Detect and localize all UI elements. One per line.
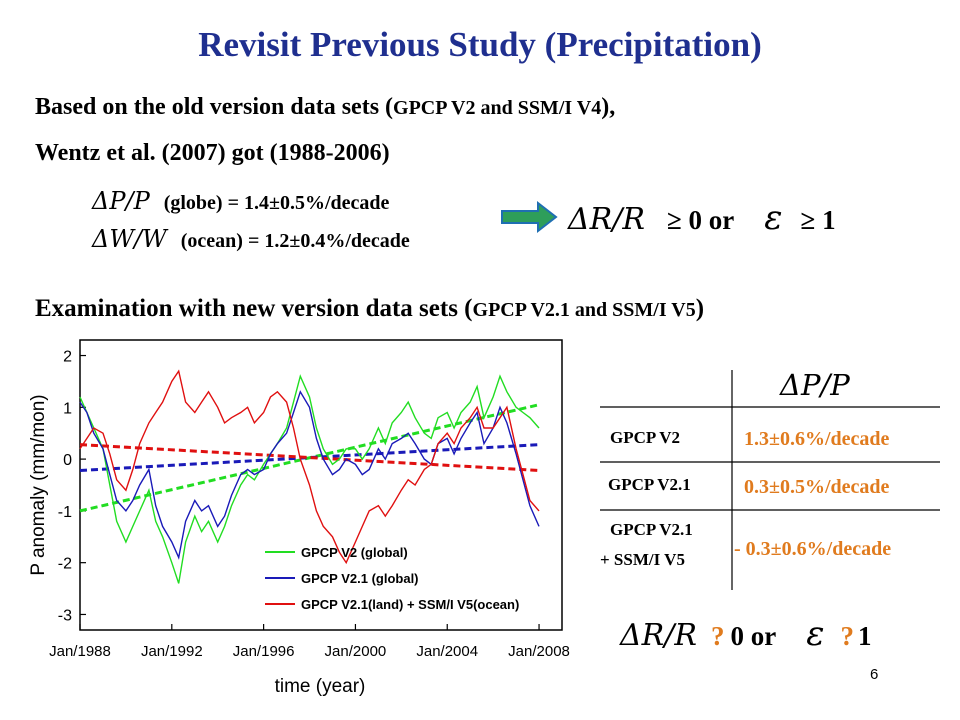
x-axis-ticks: Jan/1988 Jan/1992 Jan/1996 Jan/2000 Jan/2004… — [49, 624, 570, 660]
eq-p-rhs: (globe) = 1.4±0.5%/decade — [163, 192, 390, 214]
trend-table — [600, 370, 940, 590]
y-tick-label: -3 — [58, 607, 72, 624]
table-header: ΔP/P — [780, 368, 850, 402]
intro-line: Based on the old version data sets (GPCP… — [35, 94, 615, 121]
series-line — [79, 374, 540, 584]
x-tick-label: Jan/1992 — [141, 643, 203, 660]
intro-suffix: ), — [601, 94, 616, 120]
y-tick-label: -1 — [58, 504, 72, 521]
precipitation-anomaly-chart: 2 1 0 -1 -2 -3 Jan/1988 Jan/1992 Jan/1996 Jan/20… — [28, 339, 570, 697]
series-line — [79, 390, 540, 560]
bottom-epsilon: ε — [806, 614, 825, 654]
exam-datasets: GPCP V2.1 and SSM/I V5 — [472, 299, 696, 321]
table-row-value: 1.3±0.6%/decade — [744, 428, 890, 450]
equation-w: ΔW/W (ocean) = 1.2±0.4%/decade — [92, 225, 410, 253]
trend-lines — [79, 403, 540, 513]
eq-w-lhs: ΔW/W — [92, 225, 167, 253]
x-tick-label: Jan/2000 — [325, 643, 387, 660]
y-tick-label: 0 — [63, 452, 72, 469]
legend-label: GPCP V2.1 (global) — [301, 571, 419, 586]
y-axis-label: P anomaly (mm/mon) — [28, 394, 49, 575]
bottom-zero-or: 0 or — [730, 621, 777, 651]
result-expression: ΔR/R ≥ 0 or ε ≥ 1 — [568, 198, 836, 238]
x-tick-label: Jan/1996 — [233, 643, 295, 660]
wentz-line: Wentz et al. (2007) got (1988-2006) — [35, 140, 390, 166]
table-row-name: GPCP V2 — [610, 428, 681, 447]
plot-frame — [79, 339, 563, 631]
result-mid: ≥ 0 or — [666, 205, 735, 235]
result-end: ≥ 1 — [800, 205, 836, 235]
bottom-question-2: ? — [840, 621, 854, 651]
legend-label: GPCP V2.1(land) + SSM/I V5(ocean) — [301, 597, 519, 612]
bottom-one: 1 — [857, 621, 872, 651]
y-tick-label: -2 — [58, 556, 72, 573]
slide-title: Revisit Previous Study (Precipitation) — [198, 25, 762, 64]
equation-p: ΔP/P (globe) = 1.4±0.5%/decade — [92, 187, 389, 215]
intro-prefix: Based on the old version data sets ( — [35, 94, 394, 120]
eq-w-rhs: (ocean) = 1.2±0.4%/decade — [180, 230, 410, 252]
eq-p-lhs: ΔP/P — [92, 187, 150, 215]
page-number: 6 — [870, 666, 879, 683]
series-line — [79, 369, 540, 565]
x-axis-label: time (year) — [275, 676, 366, 697]
chart-legend: GPCP V2 (global) GPCP V2.1 (global) GPCP V… — [265, 545, 519, 612]
y-tick-label: 1 — [63, 400, 72, 417]
x-tick-label: Jan/1988 — [49, 643, 111, 660]
table-row-name-2: + SSM/I V5 — [600, 550, 685, 569]
bottom-result-expression: ΔR/R ? 0 or ε ? 1 — [620, 614, 871, 654]
y-axis-ticks: 2 1 0 -1 -2 -3 — [58, 349, 86, 624]
bottom-question-1: ? — [710, 621, 725, 651]
result-epsilon: ε — [764, 198, 783, 238]
trend-line — [79, 403, 540, 513]
table-row-value: - 0.3±0.6%/decade — [734, 538, 892, 560]
right-arrow-icon — [501, 200, 558, 234]
y-tick-label: 2 — [63, 349, 72, 366]
result-lhs: ΔR/R — [568, 202, 645, 237]
intro-datasets: GPCP V2 and SSM/I V4 — [393, 97, 602, 119]
exam-suffix: ) — [695, 295, 705, 322]
series-lines — [79, 369, 540, 584]
exam-prefix: Examination with new version data sets ( — [35, 295, 473, 322]
table-row-value: 0.3±0.5%/decade — [744, 476, 890, 498]
bottom-lhs: ΔR/R — [620, 618, 697, 653]
table-row-name: GPCP V2.1 — [608, 475, 691, 494]
x-tick-label: Jan/2004 — [416, 643, 478, 660]
table-row-name: GPCP V2.1 — [610, 520, 693, 539]
legend-label: GPCP V2 (global) — [301, 545, 408, 560]
x-tick-label: Jan/2008 — [508, 643, 570, 660]
examination-line: Examination with new version data sets (… — [35, 295, 704, 323]
